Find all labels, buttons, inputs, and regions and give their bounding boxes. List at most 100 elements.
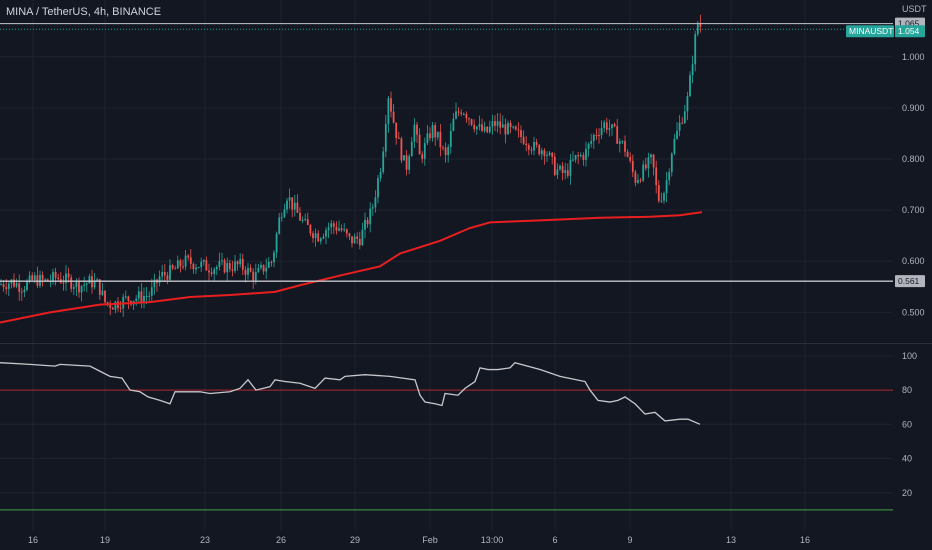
candle-body <box>668 172 671 181</box>
candle-body <box>75 280 78 288</box>
candle-body <box>88 276 91 284</box>
candle-body <box>291 197 294 210</box>
candle-body <box>338 228 340 231</box>
candle-body <box>499 121 502 128</box>
candle-body <box>397 137 400 139</box>
candle-body <box>611 124 613 129</box>
candle-body <box>0 284 2 286</box>
candle-body <box>405 155 408 170</box>
candle-body <box>70 277 73 289</box>
candle-body <box>218 261 221 268</box>
candle-body <box>663 193 665 201</box>
candle-body <box>413 124 416 142</box>
candle-body <box>650 154 652 158</box>
price-tick-label: 0.900 <box>902 103 925 113</box>
candle-body <box>335 226 338 231</box>
candle-body <box>208 270 210 273</box>
candle-body <box>517 129 520 131</box>
candle-body <box>426 133 429 144</box>
candle-body <box>439 131 442 148</box>
candle-body <box>148 295 151 297</box>
candle-body <box>618 141 621 144</box>
candle-body <box>93 280 96 288</box>
candle-body <box>559 165 561 170</box>
candle-body <box>80 285 83 293</box>
candle-body <box>262 264 265 272</box>
candle-body <box>603 122 606 129</box>
candle-body <box>169 265 171 280</box>
candle-body <box>642 164 645 181</box>
candle-body <box>184 255 187 267</box>
candle-body <box>205 260 208 271</box>
candle-body <box>371 207 374 209</box>
candle-body <box>322 236 325 239</box>
candle-body <box>564 170 567 173</box>
candle-body <box>280 217 283 219</box>
candle-body <box>223 260 226 273</box>
candle-body <box>647 157 650 169</box>
time-tick-label: 26 <box>276 535 286 545</box>
candle-body <box>522 136 525 144</box>
price-tick-label: 0.700 <box>902 205 925 215</box>
candle-body <box>530 149 533 151</box>
candle-body <box>423 143 426 159</box>
candle-body <box>356 236 359 239</box>
rsi-tick-label: 40 <box>902 454 912 464</box>
candle-body <box>683 111 686 123</box>
candle-body <box>377 178 379 198</box>
candle-body <box>332 223 335 227</box>
candle-body <box>527 145 530 150</box>
candle-body <box>689 75 691 97</box>
candle-body <box>150 287 153 296</box>
candle-body <box>392 111 395 123</box>
candle-body <box>249 267 252 272</box>
price-line-lower-label-bg <box>895 275 925 288</box>
candle-body <box>670 153 673 173</box>
candle-body <box>26 281 28 290</box>
candle-body <box>486 126 489 133</box>
candle-body <box>72 287 75 289</box>
candle-body <box>665 180 668 194</box>
candle-body <box>657 185 660 201</box>
candle-body <box>41 274 44 280</box>
candle-body <box>605 122 608 130</box>
candle-body <box>574 155 577 160</box>
candle-body <box>101 290 104 295</box>
candle-body <box>660 200 663 202</box>
candle-body <box>23 289 26 293</box>
candle-body <box>239 258 242 265</box>
candle-body <box>569 159 572 176</box>
candle-body <box>509 122 512 128</box>
time-tick-label: 9 <box>627 535 632 545</box>
price-tick-label: 0.600 <box>902 256 925 266</box>
candle-body <box>67 273 70 278</box>
candle-body <box>260 264 262 268</box>
candle-body <box>507 122 509 135</box>
candle-body <box>293 202 296 210</box>
candle-body <box>296 202 299 213</box>
candle-body <box>579 155 582 157</box>
candle-body <box>621 141 624 143</box>
candle-body <box>176 260 179 269</box>
candle-body <box>595 134 598 136</box>
candle-body <box>387 98 390 125</box>
last-price-label: 1.054 <box>898 26 920 36</box>
pane-separator <box>0 343 932 344</box>
candle-body <box>83 284 86 286</box>
candle-body <box>351 236 353 244</box>
candle-body <box>327 227 330 231</box>
price-line-upper-label: 1.065 <box>898 19 920 29</box>
candle-body <box>265 267 268 272</box>
candle-body <box>226 262 229 273</box>
price-tick-label: 0.500 <box>902 307 925 317</box>
candle-body <box>462 113 465 115</box>
candle-body <box>608 128 611 130</box>
candle-body <box>678 122 681 131</box>
candle-body <box>561 165 564 173</box>
candle-body <box>85 283 88 285</box>
candle-body <box>390 98 392 112</box>
candle-body <box>202 260 205 262</box>
candle-body <box>319 238 322 242</box>
candle-body <box>452 118 455 131</box>
